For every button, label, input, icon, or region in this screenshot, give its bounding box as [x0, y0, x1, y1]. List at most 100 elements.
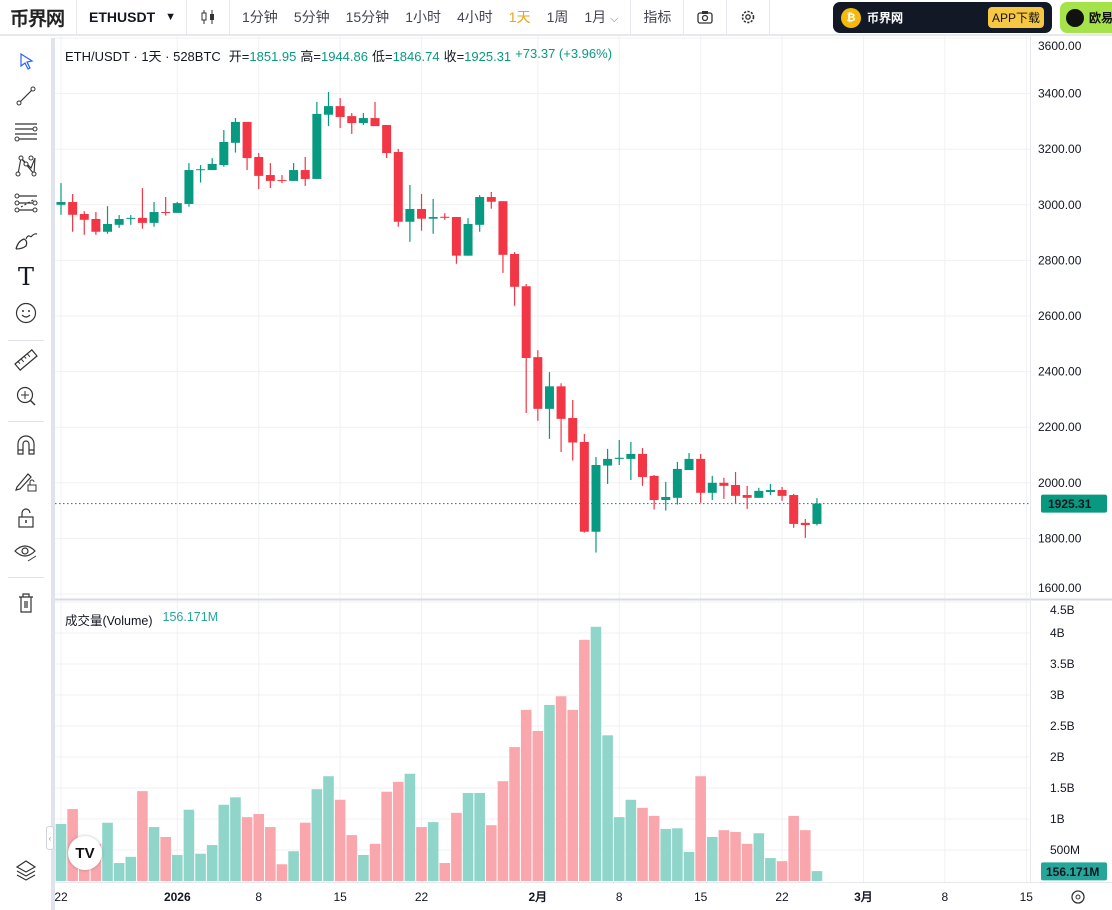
candle: [800, 518, 810, 538]
candle: [451, 217, 461, 264]
candle-body: [114, 218, 124, 225]
measure-tool[interactable]: [13, 347, 39, 373]
okx-banner[interactable]: 欧易: [1060, 2, 1112, 33]
chart-type-button[interactable]: [187, 0, 231, 35]
indicators-button[interactable]: 指标: [631, 0, 685, 35]
candle-body: [731, 485, 741, 496]
interval-1d[interactable]: 1天: [508, 9, 531, 25]
toolbar-divider: [8, 340, 44, 341]
candle: [742, 485, 752, 509]
chevron-down-icon: ⌵: [610, 13, 619, 25]
time-tick-label: 15: [1020, 890, 1034, 904]
brush-icon: [15, 233, 38, 250]
candle-body: [428, 217, 438, 219]
lock-drawings-tool[interactable]: [13, 468, 39, 494]
volume-bar: [427, 822, 439, 881]
change-value: +73.37 (+3.96%): [515, 46, 613, 61]
settings-button[interactable]: [727, 0, 771, 35]
volume-bar: [311, 789, 323, 881]
screenshot-button[interactable]: [684, 0, 728, 35]
interval-5m[interactable]: 5分钟: [293, 9, 330, 25]
gear-icon: [742, 10, 755, 24]
prediction-tool[interactable]: [13, 190, 39, 216]
volume-bar: [253, 814, 265, 881]
close-label: 收=: [443, 49, 465, 64]
trash-icon: [19, 593, 33, 613]
volume-tick-label: 1.5B: [1050, 781, 1075, 795]
candle-body: [754, 490, 764, 498]
cursor-arrow-icon: [20, 52, 34, 70]
pattern-icon: [15, 155, 37, 177]
volume-bar: [613, 817, 625, 881]
collapse-toolbar-button[interactable]: ‹: [46, 826, 54, 850]
time-tick-label: 15: [694, 890, 708, 904]
brush-tool[interactable]: [13, 227, 39, 253]
interval-15m[interactable]: 15分钟: [345, 9, 390, 25]
interval-1w[interactable]: 1周: [546, 9, 569, 25]
okx-logo-icon: [1066, 8, 1084, 27]
volume-bar: [544, 704, 555, 881]
volume-bar: [520, 709, 532, 881]
delete-drawings-tool[interactable]: [13, 590, 39, 616]
candle-body: [184, 170, 194, 204]
site-logo[interactable]: 币界网: [0, 0, 78, 35]
interval-1M[interactable]: 1月 ⌵: [576, 7, 626, 27]
app-download-banner[interactable]: ₿ 币界网 APP下载: [833, 2, 1052, 33]
gear-center: [1075, 894, 1081, 900]
price-tick-label: 3200.00: [1038, 142, 1082, 156]
candle: [603, 448, 613, 484]
candle-body: [591, 465, 601, 532]
fib-tool[interactable]: [13, 118, 39, 144]
volume-bar: [137, 791, 148, 881]
volume-bar: [439, 863, 451, 881]
trendline-tool[interactable]: [13, 83, 39, 109]
volume-bar: [195, 853, 206, 881]
candle: [405, 185, 415, 242]
app-download-button[interactable]: APP下载: [987, 7, 1044, 28]
interval-4h[interactable]: 4小时: [456, 9, 493, 25]
volume-bar: [765, 858, 776, 881]
candle: [765, 483, 775, 496]
candle-body: [68, 202, 78, 215]
high-label: 高=: [300, 49, 321, 64]
object-tree-button[interactable]: [13, 857, 39, 883]
candle-body: [79, 213, 89, 220]
candle: [661, 481, 671, 511]
cursor-tool[interactable]: [13, 48, 39, 74]
volume-tick-label: 4.5B: [1050, 603, 1075, 617]
axis-settings-button[interactable]: [1071, 890, 1085, 904]
hide-drawings-tool[interactable]: [13, 539, 39, 565]
candle-body: [672, 468, 682, 498]
candle: [731, 471, 741, 504]
symbol-selector[interactable]: ETHUSDT ▼: [77, 0, 188, 35]
magnet-tool[interactable]: [13, 432, 39, 458]
lock-tool[interactable]: [13, 505, 39, 531]
text-tool[interactable]: T: [13, 263, 39, 291]
zoom-in-tool[interactable]: [13, 383, 39, 409]
tradingview-logo[interactable]: TV: [68, 836, 102, 870]
candle: [684, 453, 694, 471]
volume-bar: [334, 799, 346, 881]
magnet-icon: [17, 435, 35, 455]
volume-bar: [299, 822, 311, 881]
interval-1m[interactable]: 1分钟: [242, 9, 278, 25]
candle: [149, 202, 159, 227]
emoji-tool[interactable]: [13, 300, 39, 326]
candle: [207, 158, 217, 171]
candle-body: [696, 458, 706, 493]
last-volume-badge: [1041, 862, 1107, 881]
volume-bar: [776, 861, 788, 881]
volume-bar: [265, 827, 276, 881]
pattern-tool[interactable]: [13, 153, 39, 179]
candle: [161, 197, 171, 216]
volume-bar: [102, 822, 113, 881]
volume-legend: 成交量(Volume) 156.171M: [65, 610, 218, 629]
candle-body: [649, 475, 659, 501]
ruler-icon: [14, 349, 38, 371]
candle: [358, 113, 368, 126]
candle-body: [277, 180, 287, 182]
volume-tick-label: 4B: [1050, 626, 1065, 640]
candle-body: [510, 254, 520, 287]
interval-1h[interactable]: 1小时: [405, 9, 441, 25]
